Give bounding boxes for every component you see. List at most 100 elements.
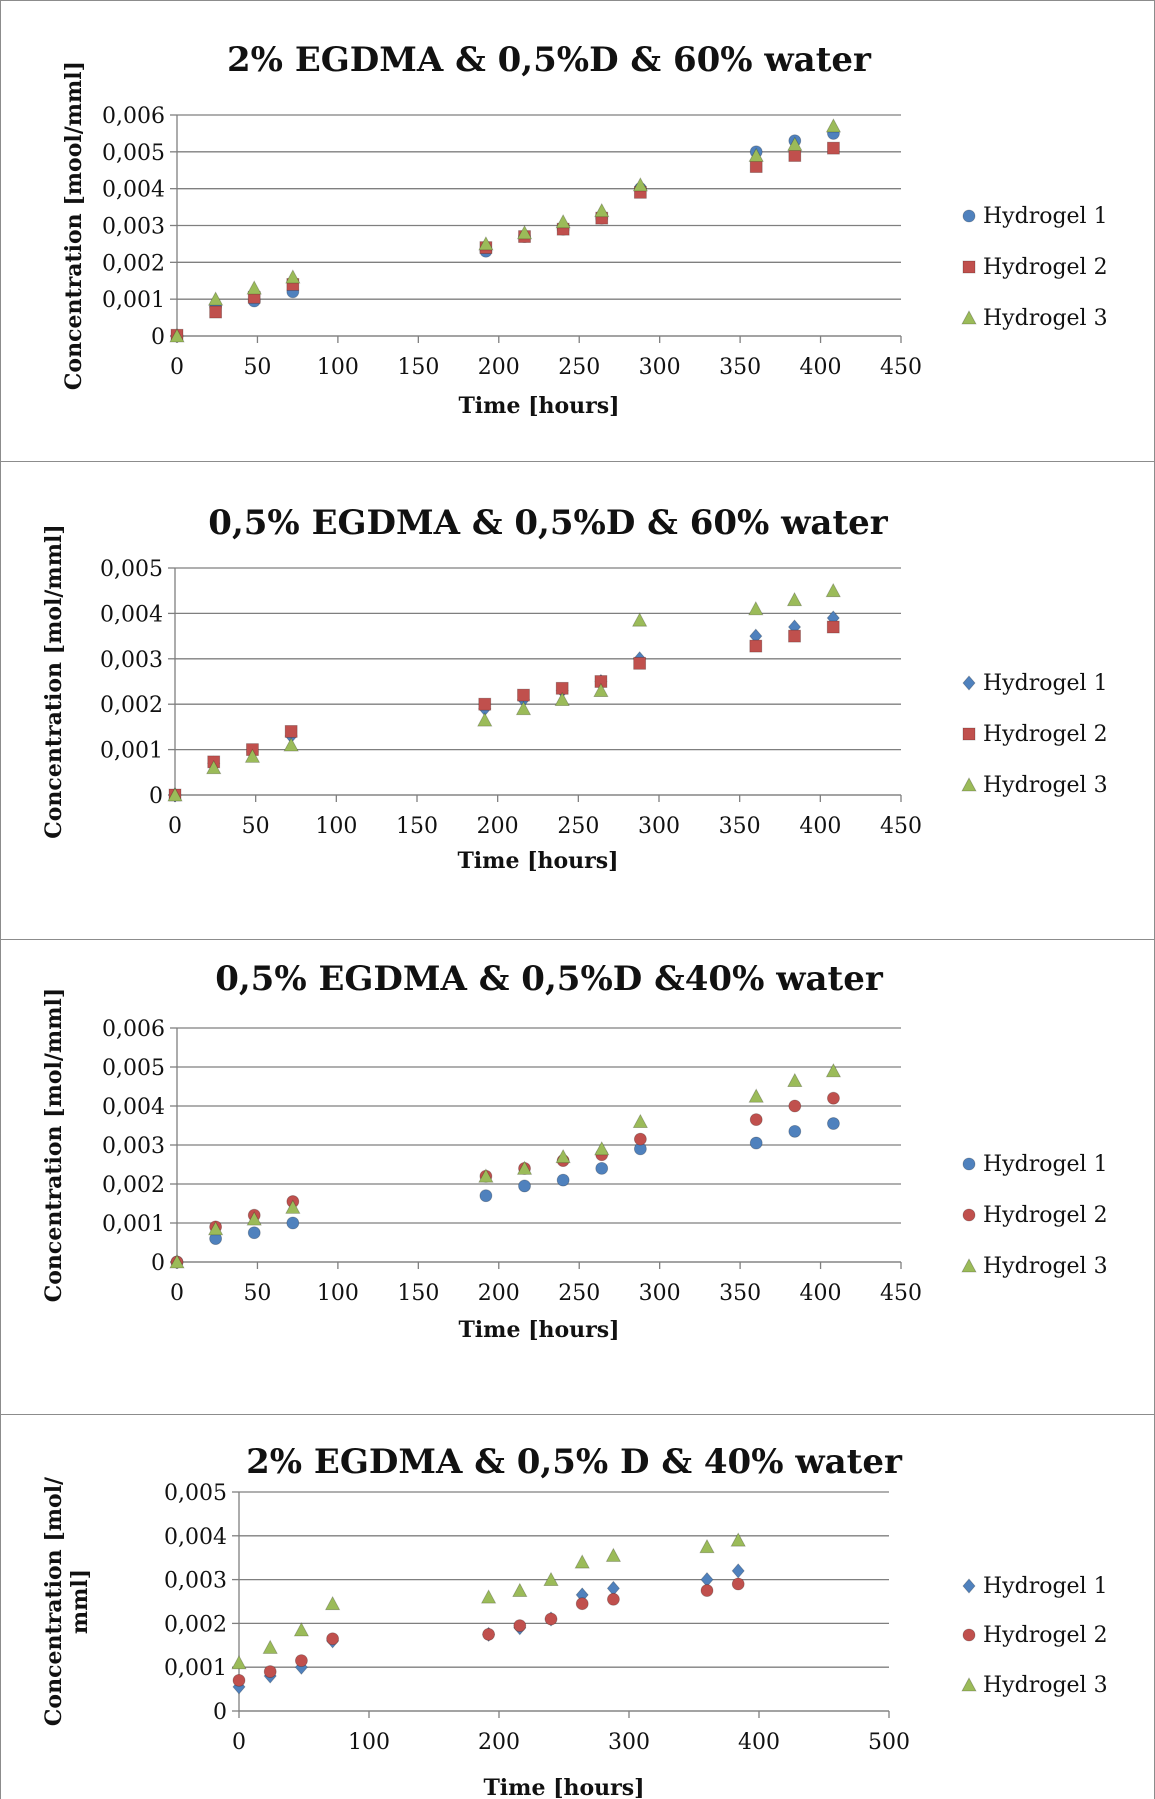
chart-panel-4: 2% EGDMA & 0,5% D & 40% water 0 0,001 0,002…	[0, 1414, 1155, 1799]
legend-label: Hydrogel 2	[983, 1203, 1108, 1228]
x-axis-label: Time [hours]	[458, 393, 619, 419]
data-point-hydrogel-3	[478, 1168, 494, 1183]
x-tick-label: 350	[719, 1281, 761, 1306]
data-point-hydrogel-3	[324, 1595, 341, 1611]
data-point-hydrogel-1	[556, 1173, 570, 1187]
y-tick-label: 0,004	[164, 1525, 227, 1550]
x-tick-label: 200	[477, 814, 519, 839]
data-point-hydrogel-2	[700, 1584, 714, 1597]
data-point-hydrogel-2	[633, 1132, 647, 1146]
x-tick-label: 300	[608, 1730, 650, 1755]
data-point-hydrogel-2	[788, 149, 802, 162]
y-tick-label: 0,002	[100, 693, 163, 718]
chart-panel-1: 2% EGDMA & 0,5%D & 60% water 0 0,001 0,002 0…	[0, 0, 1155, 463]
data-point-hydrogel-3	[786, 591, 803, 607]
x-tick-label: 100	[317, 1281, 359, 1306]
data-point-hydrogel-3	[477, 712, 493, 727]
y-tick-label: 0,003	[102, 215, 165, 240]
chart-title: 2% EGDMA & 0,5% D & 40% water	[246, 1442, 903, 1482]
data-point-hydrogel-3	[480, 1589, 497, 1604]
data-point-hydrogel-3	[512, 1582, 528, 1597]
y-tick-label: 0,006	[102, 104, 165, 129]
data-point-hydrogel-1	[518, 1179, 531, 1193]
y-tick-label: 0	[149, 784, 163, 809]
data-point-hydrogel-2	[513, 1619, 527, 1632]
x-tick-label: 50	[242, 814, 270, 839]
y-tick-label: 0,005	[164, 1481, 227, 1506]
data-point-hydrogel-2	[326, 1632, 340, 1646]
data-point-hydrogel-3	[206, 759, 222, 775]
y-axis-label: Concentration [mol/mml]	[41, 1476, 93, 1726]
y-axis-label-line-2: mml]	[67, 1569, 93, 1634]
data-point-hydrogel-3	[246, 280, 262, 295]
y-tick-label: 0,001	[164, 1656, 227, 1681]
legend-marker	[961, 777, 977, 792]
x-axis-label: Time [hours]	[483, 1775, 644, 1799]
chart-title: 0,5% EGDMA & 0,5%D &40% water	[215, 959, 884, 999]
legend-label: Hydrogel 1	[983, 1574, 1108, 1599]
data-point-hydrogel-3	[293, 1622, 310, 1637]
data-point-hydrogel-3	[748, 601, 764, 616]
data-point-hydrogel-3	[283, 737, 299, 752]
data-point-hydrogel-1	[595, 1161, 609, 1175]
data-point-hydrogel-2	[826, 620, 840, 634]
x-tick-label: 200	[478, 1730, 520, 1755]
x-tick-label: 450	[880, 355, 922, 380]
data-point-hydrogel-3	[167, 787, 183, 802]
legend-marker	[961, 310, 977, 325]
data-point-hydrogel-3	[825, 1063, 842, 1078]
data-point-hydrogel-3	[748, 147, 764, 162]
data-point-hydrogel-1	[827, 1117, 840, 1130]
y-tick-label: 0,003	[102, 1134, 165, 1159]
y-tick-label: 0,001	[100, 739, 163, 764]
data-point-hydrogel-2	[284, 725, 298, 738]
x-tick-label: 400	[738, 1730, 780, 1755]
x-tick-label: 250	[558, 355, 600, 380]
x-tick-label: 450	[880, 814, 922, 839]
data-point-hydrogel-3	[632, 177, 649, 192]
data-point-hydrogel-2	[294, 1654, 308, 1668]
data-point-hydrogel-3	[605, 1547, 622, 1562]
x-tick-label: 300	[639, 355, 681, 380]
legend-marker	[962, 727, 976, 741]
legend-label: Hydrogel 1	[983, 671, 1108, 696]
data-point-hydrogel-2	[788, 629, 801, 643]
data-point-hydrogel-3	[574, 1554, 590, 1569]
data-point-hydrogel-2	[749, 639, 763, 653]
data-point-hydrogel-3	[285, 269, 301, 284]
legend-marker	[962, 1578, 976, 1594]
legend-marker	[962, 675, 976, 691]
data-point-hydrogel-3	[169, 1254, 185, 1269]
x-tick-label: 150	[397, 355, 439, 380]
data-point-hydrogel-3	[516, 225, 533, 240]
x-axis-label: Time [hours]	[457, 848, 618, 874]
x-tick-label: 0	[168, 814, 182, 839]
x-tick-label: 150	[397, 1281, 439, 1306]
data-point-hydrogel-3	[244, 748, 261, 763]
data-point-hydrogel-2	[232, 1673, 246, 1687]
chart-title: 2% EGDMA & 0,5%D & 60% water	[227, 40, 872, 80]
y-tick-label: 0,004	[102, 178, 165, 203]
x-tick-label: 400	[799, 814, 841, 839]
data-point-hydrogel-3	[787, 136, 803, 151]
data-point-hydrogel-2	[482, 1627, 496, 1641]
data-point-hydrogel-3	[262, 1639, 278, 1654]
data-point-hydrogel-1	[731, 1563, 745, 1579]
y-axis-label-line-1: Concentration [mol/	[41, 1476, 67, 1726]
data-point-hydrogel-2	[827, 1091, 840, 1105]
chart-svg-2: 0,5% EGDMA & 0,5%D & 60% water 0 0,001 0,00…	[41, 503, 1108, 874]
y-tick-label: 0,004	[100, 602, 163, 627]
y-tick-label: 0	[213, 1700, 227, 1725]
legend-marker	[962, 1628, 976, 1642]
y-tick-label: 0,004	[102, 1095, 165, 1120]
x-tick-label: 500	[868, 1730, 910, 1755]
data-point-hydrogel-3	[825, 582, 841, 598]
x-tick-label: 300	[639, 1281, 681, 1306]
x-tick-label: 350	[719, 355, 761, 380]
x-tick-label: 200	[478, 1281, 520, 1306]
chart-title: 0,5% EGDMA & 0,5%D & 60% water	[208, 503, 889, 543]
legend-label: Hydrogel 1	[983, 1152, 1108, 1177]
y-tick-label: 0,006	[102, 1017, 165, 1042]
data-point-hydrogel-2	[731, 1577, 745, 1591]
data-point-hydrogel-3	[543, 1571, 559, 1587]
